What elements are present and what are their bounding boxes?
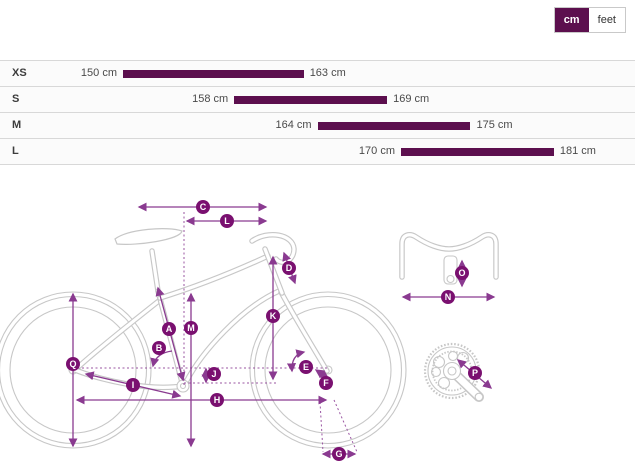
svg-text:N: N [445, 292, 452, 302]
svg-text:H: H [214, 395, 221, 405]
height-range-bar [317, 122, 471, 130]
diagram-label-G: G [332, 447, 346, 461]
diagram-label-E: E [299, 360, 313, 374]
max-height-label: 181 cm [559, 145, 596, 157]
diagram-label-P: P [468, 366, 482, 380]
size-row-S: S 158 cm 169 cm [0, 86, 635, 112]
diagram-label-A: A [162, 322, 176, 336]
diagram-label-M: M [184, 321, 198, 335]
size-row-XS: XS 150 cm 163 cm [0, 60, 635, 86]
diagram-label-I: I [126, 378, 140, 392]
svg-text:E: E [303, 362, 309, 372]
svg-text:J: J [211, 369, 216, 379]
svg-text:F: F [323, 378, 329, 388]
measurement-arrows [68, 202, 496, 459]
unit-feet-button[interactable]: feet [588, 8, 625, 32]
max-height-label: 163 cm [309, 67, 346, 79]
svg-text:K: K [270, 311, 277, 321]
diagram-label-B: B [152, 341, 166, 355]
unit-cm-button[interactable]: cm [554, 8, 589, 32]
handlebar-drawing [402, 235, 496, 285]
min-height-label: 158 cm [192, 93, 229, 105]
unit-toggle: cm feet [553, 7, 626, 33]
diagram-label-J: J [207, 367, 221, 381]
size-row-L: L 170 cm 181 cm [0, 138, 635, 164]
svg-text:C: C [200, 202, 207, 212]
diagram-label-O: O [455, 266, 469, 280]
size-row-M: M 164 cm 175 cm [0, 112, 635, 138]
min-height-label: 170 cm [358, 145, 395, 157]
diagram-label-H: H [210, 393, 224, 407]
min-height-label: 150 cm [80, 67, 117, 79]
svg-text:D: D [286, 263, 293, 273]
svg-text:G: G [335, 449, 342, 459]
diagram-label-C: C [196, 200, 210, 214]
size-label: L [12, 145, 19, 157]
svg-text:Q: Q [69, 359, 76, 369]
bike-drawing [0, 228, 407, 449]
height-range-bar [123, 70, 304, 78]
size-label: XS [12, 67, 27, 79]
diagram-label-Q: Q [66, 357, 80, 371]
svg-text:L: L [224, 216, 230, 226]
size-label: S [12, 93, 20, 105]
diagram-label-F: F [319, 376, 333, 390]
svg-text:M: M [187, 323, 195, 333]
svg-text:A: A [166, 324, 173, 334]
saddle [114, 228, 183, 245]
svg-text:B: B [156, 343, 163, 353]
height-range-bar [234, 96, 388, 104]
height-range-bar [401, 148, 554, 156]
max-height-label: 169 cm [393, 93, 430, 105]
max-height-label: 175 cm [476, 119, 513, 131]
diagram-label-L: L [220, 214, 234, 228]
svg-text:I: I [132, 380, 135, 390]
min-height-label: 164 cm [275, 119, 312, 131]
size-chart: XS 150 cm 163 cm S 158 cm 169 cm M 164 cm 175 cm… [0, 60, 635, 165]
diagram-label-N: N [441, 290, 455, 304]
size-label: M [12, 119, 22, 131]
svg-text:O: O [458, 268, 465, 278]
svg-text:P: P [472, 368, 478, 378]
diagram-label-D: D [282, 261, 296, 275]
diagram-letters: AB C D E F G H I J K L M N O P Q [66, 200, 482, 461]
diagram-label-K: K [266, 309, 280, 323]
